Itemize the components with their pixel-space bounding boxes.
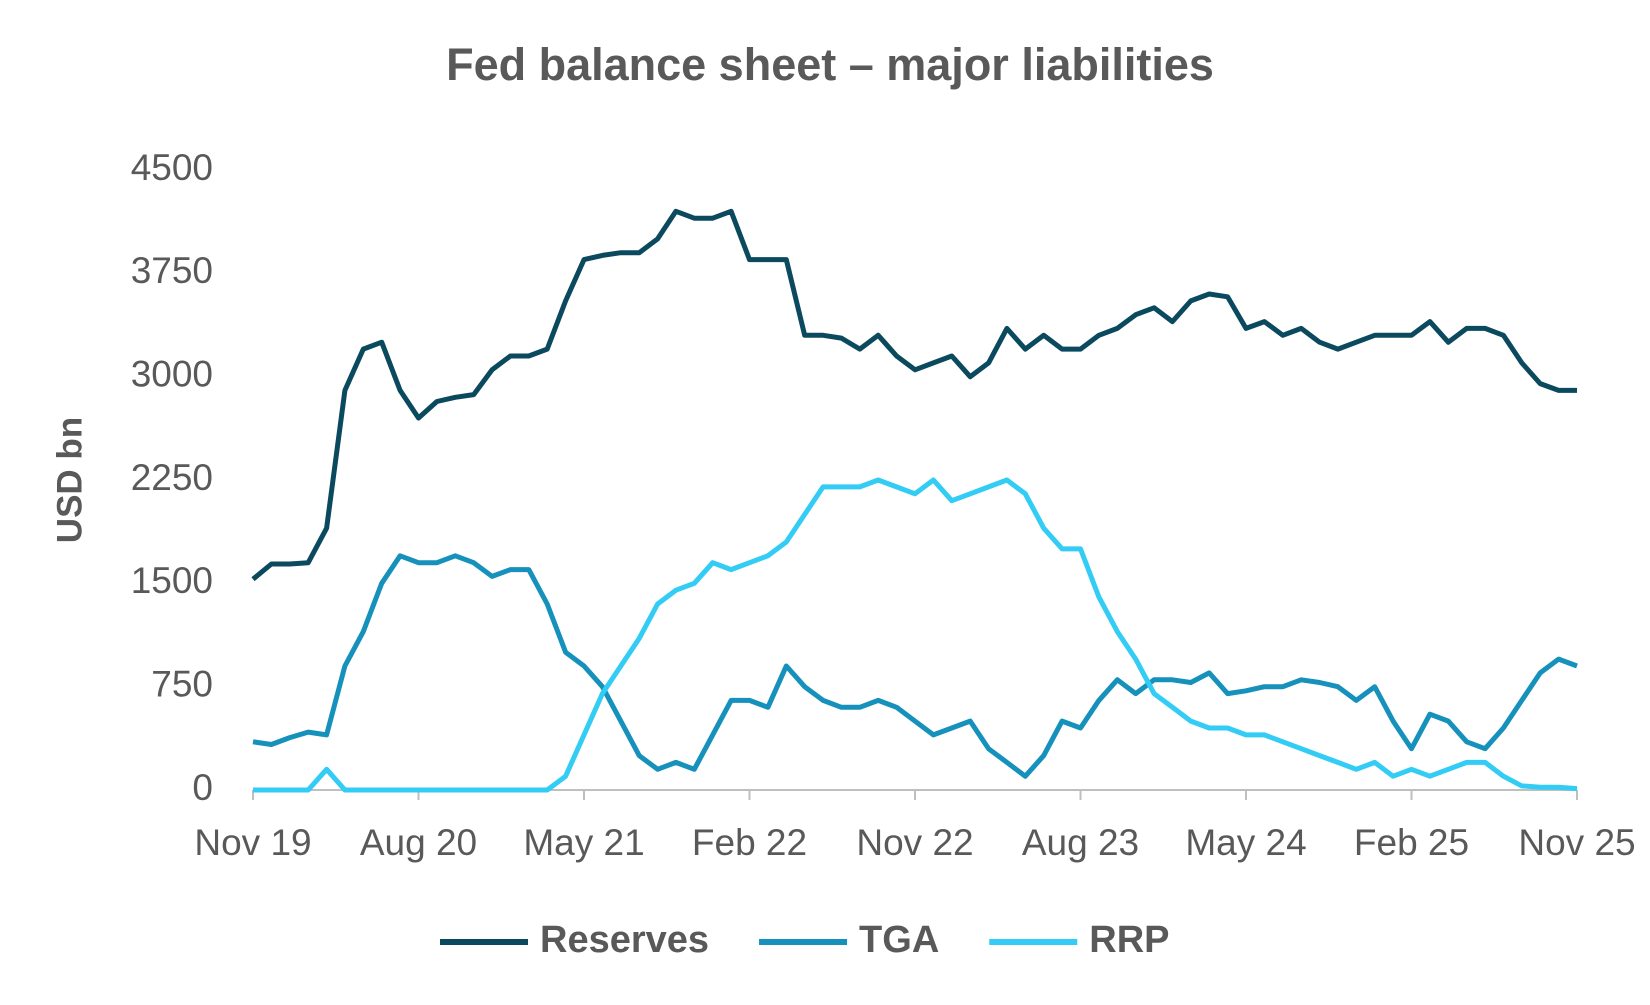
x-tick-label: Feb 22 [692,822,807,863]
y-tick-label: 4500 [131,147,213,188]
y-tick-label: 1500 [131,560,213,601]
x-tick-label: Aug 23 [1022,822,1139,863]
x-tick-label: May 21 [523,822,644,863]
x-tick-label: May 24 [1185,822,1306,863]
x-tick-label: Feb 25 [1354,822,1469,863]
y-tick-label: 750 [151,663,213,704]
legend-label: Reserves [540,919,709,961]
series-line [252,553,1578,779]
y-axis-title: USD bn [50,417,89,543]
y-tick-label: 0 [192,767,213,808]
series-line [253,477,1578,793]
x-tick-label: Nov 25 [1518,822,1635,863]
x-tick-label: Nov 22 [856,822,973,863]
legend-label: TGA [859,919,939,961]
x-tick-label: Aug 20 [360,822,477,863]
y-tick-label: 2250 [131,457,213,498]
y-tick-label: 3000 [131,353,213,394]
y-tick-label: 3750 [131,250,213,291]
series-line [251,208,1577,582]
chart-title: Fed balance sheet – major liabilities [446,39,1214,90]
legend-label: RRP [1089,919,1169,961]
x-tick-label: Nov 19 [194,822,311,863]
